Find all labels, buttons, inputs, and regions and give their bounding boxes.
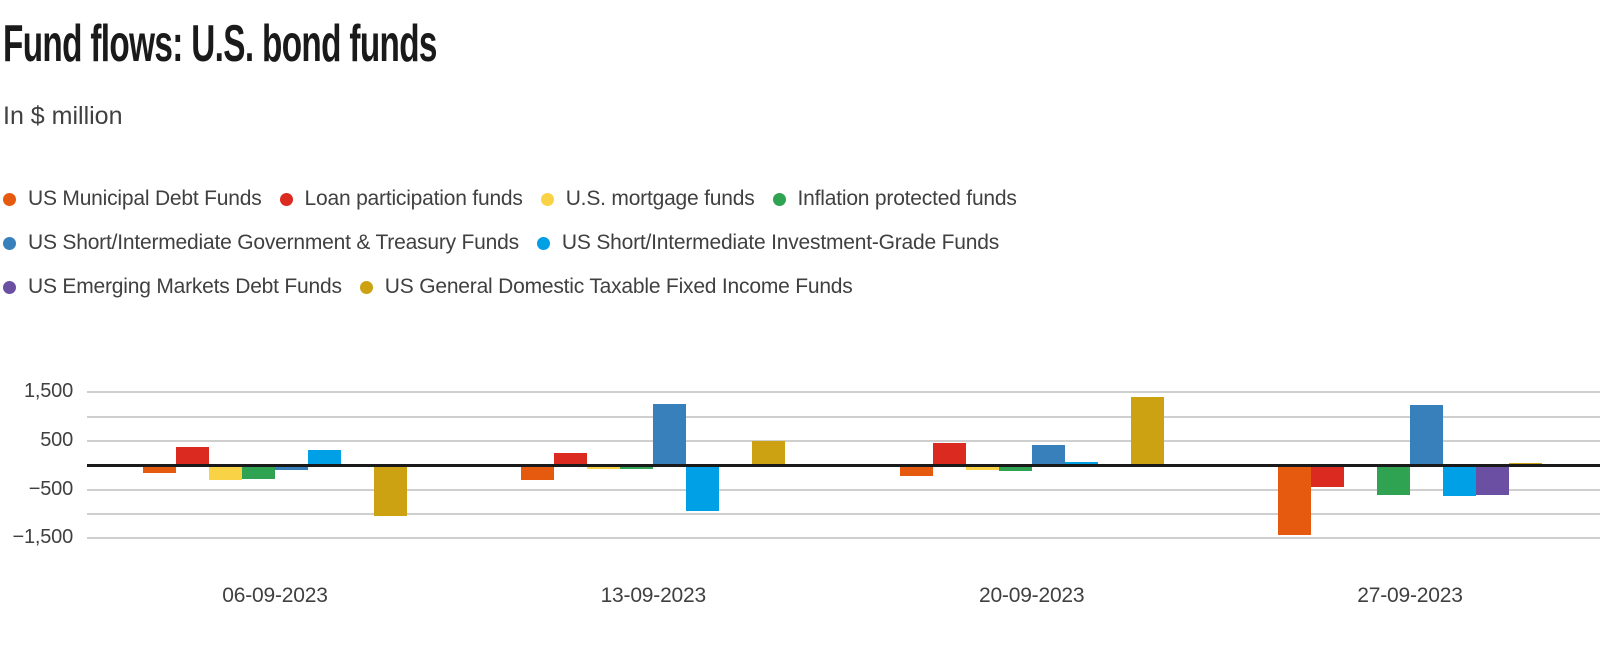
bar-06-09-2023-s5 <box>308 449 341 466</box>
bar-27-09-2023-s3 <box>1377 465 1410 496</box>
legend-item: US Short/Intermediate Investment-Grade F… <box>536 231 999 255</box>
gridline <box>87 488 1600 491</box>
legend-row: US Municipal Debt Funds Loan participatio… <box>3 184 1035 214</box>
bar-13-09-2023-s7 <box>752 440 786 466</box>
legend-dot-icon <box>536 236 550 250</box>
legend-label: US Emerging Markets Debt Funds <box>28 275 342 298</box>
legend-item: Loan participation funds <box>279 187 523 211</box>
chart-title: Fund flows: U.S. bond funds <box>3 15 437 73</box>
gridline <box>87 439 1600 442</box>
y-axis-tick-label: −1,500 <box>12 526 73 549</box>
bar-27-09-2023-s6 <box>1476 465 1509 496</box>
bar-20-09-2023-s4 <box>1031 444 1065 466</box>
bar-20-09-2023-s5 <box>1064 462 1098 466</box>
legend-item: US Short/Intermediate Government & Treas… <box>3 231 519 255</box>
gridline <box>87 512 1600 515</box>
legend-dot-icon <box>359 280 373 294</box>
legend-label: Loan participation funds <box>304 187 523 210</box>
legend-label: US Short/Intermediate Investment-Grade F… <box>561 231 999 254</box>
bar-13-09-2023-s4 <box>653 404 687 466</box>
bar-13-09-2023-s1 <box>554 452 588 466</box>
bar-13-09-2023-s3 <box>620 465 654 469</box>
bar-27-09-2023-s1 <box>1311 465 1344 488</box>
legend-dot-icon <box>3 236 16 250</box>
y-axis-tick-label: 500 <box>40 428 73 451</box>
chart-legend: US Municipal Debt Funds Loan participatio… <box>3 184 1035 316</box>
legend-dot-icon <box>540 192 554 206</box>
gridline <box>87 391 1600 394</box>
legend-item: US Municipal Debt Funds <box>3 187 262 211</box>
legend-item: US Emerging Markets Debt Funds <box>3 275 342 299</box>
legend-item: U.S. mortgage funds <box>540 187 755 211</box>
legend-dot-icon <box>772 192 786 206</box>
legend-dot-icon <box>279 192 293 206</box>
y-axis-tick-label: 1,500 <box>23 380 73 403</box>
legend-label: U.S. mortgage funds <box>565 187 755 210</box>
x-axis-date-label: 27-09-2023 <box>1357 584 1463 607</box>
bar-13-09-2023-s2 <box>587 465 621 470</box>
bar-13-09-2023-s5 <box>686 465 720 512</box>
legend-dot-icon <box>3 192 16 206</box>
bar-27-09-2023-s5 <box>1443 465 1476 496</box>
bar-06-09-2023-s0 <box>143 465 176 474</box>
bar-06-09-2023-s3 <box>242 465 275 479</box>
bar-20-09-2023-s3 <box>998 465 1032 471</box>
bar-06-09-2023-s4 <box>275 465 308 470</box>
legend-label: US Short/Intermediate Government & Treas… <box>28 231 519 254</box>
bar-06-09-2023-s2 <box>209 465 242 480</box>
bar-20-09-2023-s1 <box>932 442 966 466</box>
zero-baseline <box>87 463 1600 467</box>
bar-13-09-2023-s0 <box>521 465 555 480</box>
gridline <box>87 537 1600 540</box>
x-axis-date-label: 06-09-2023 <box>222 584 328 607</box>
x-axis-date-label: 13-09-2023 <box>600 584 707 607</box>
bar-27-09-2023-s0 <box>1278 465 1311 536</box>
legend-row: US Emerging Markets Debt Funds US General… <box>3 272 1035 302</box>
legend-item: Inflation protected funds <box>772 187 1017 211</box>
bar-27-09-2023-s4 <box>1410 405 1443 466</box>
bar-20-09-2023-s0 <box>899 465 933 477</box>
y-axis-tick-label: −500 <box>28 477 73 500</box>
bar-20-09-2023-s2 <box>965 465 999 470</box>
bar-06-09-2023-s7 <box>374 465 407 517</box>
x-axis-date-label: 20-09-2023 <box>978 584 1085 607</box>
legend-label: US General Domestic Taxable Fixed Income… <box>384 275 853 298</box>
legend-dot-icon <box>3 280 16 294</box>
legend-label: Inflation protected funds <box>797 187 1017 210</box>
bar-20-09-2023-s7 <box>1130 397 1164 466</box>
chart-subtitle: In $ million <box>3 102 123 130</box>
bar-06-09-2023-s1 <box>176 447 209 466</box>
legend-label: US Municipal Debt Funds <box>28 187 262 210</box>
gridline <box>87 415 1600 418</box>
legend-row: US Short/Intermediate Government & Treas… <box>3 228 1035 258</box>
legend-item: US General Domestic Taxable Fixed Income… <box>359 275 853 299</box>
